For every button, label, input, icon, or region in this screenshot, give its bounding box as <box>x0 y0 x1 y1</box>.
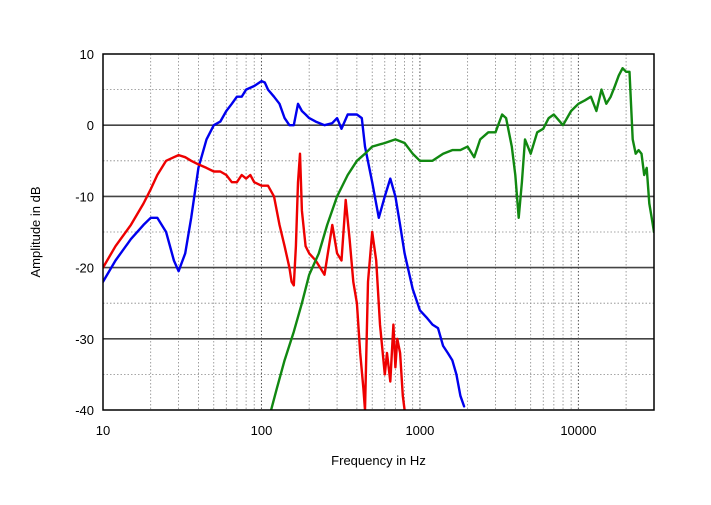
y-tick-label: -10 <box>75 189 94 204</box>
x-tick-label: 1000 <box>405 423 434 438</box>
y-tick-label: -20 <box>75 261 94 276</box>
grid <box>103 54 654 410</box>
series-line-3 <box>269 66 654 410</box>
y-tick-label: 0 <box>87 118 94 133</box>
plot-frame <box>102 53 655 411</box>
y-axis-label: Amplitude in dB <box>28 186 43 277</box>
y-tick-label: 10 <box>80 47 94 62</box>
y-tick-label: -30 <box>75 332 94 347</box>
x-tick-label: 10 <box>96 423 110 438</box>
x-axis-label: Frequency in Hz <box>331 453 426 468</box>
series-line-2 <box>103 152 406 410</box>
series-lines <box>103 66 654 410</box>
series-line-1 <box>103 79 466 408</box>
y-tick-label: -40 <box>75 403 94 418</box>
x-tick-label: 100 <box>251 423 273 438</box>
x-tick-label: 10000 <box>560 423 596 438</box>
